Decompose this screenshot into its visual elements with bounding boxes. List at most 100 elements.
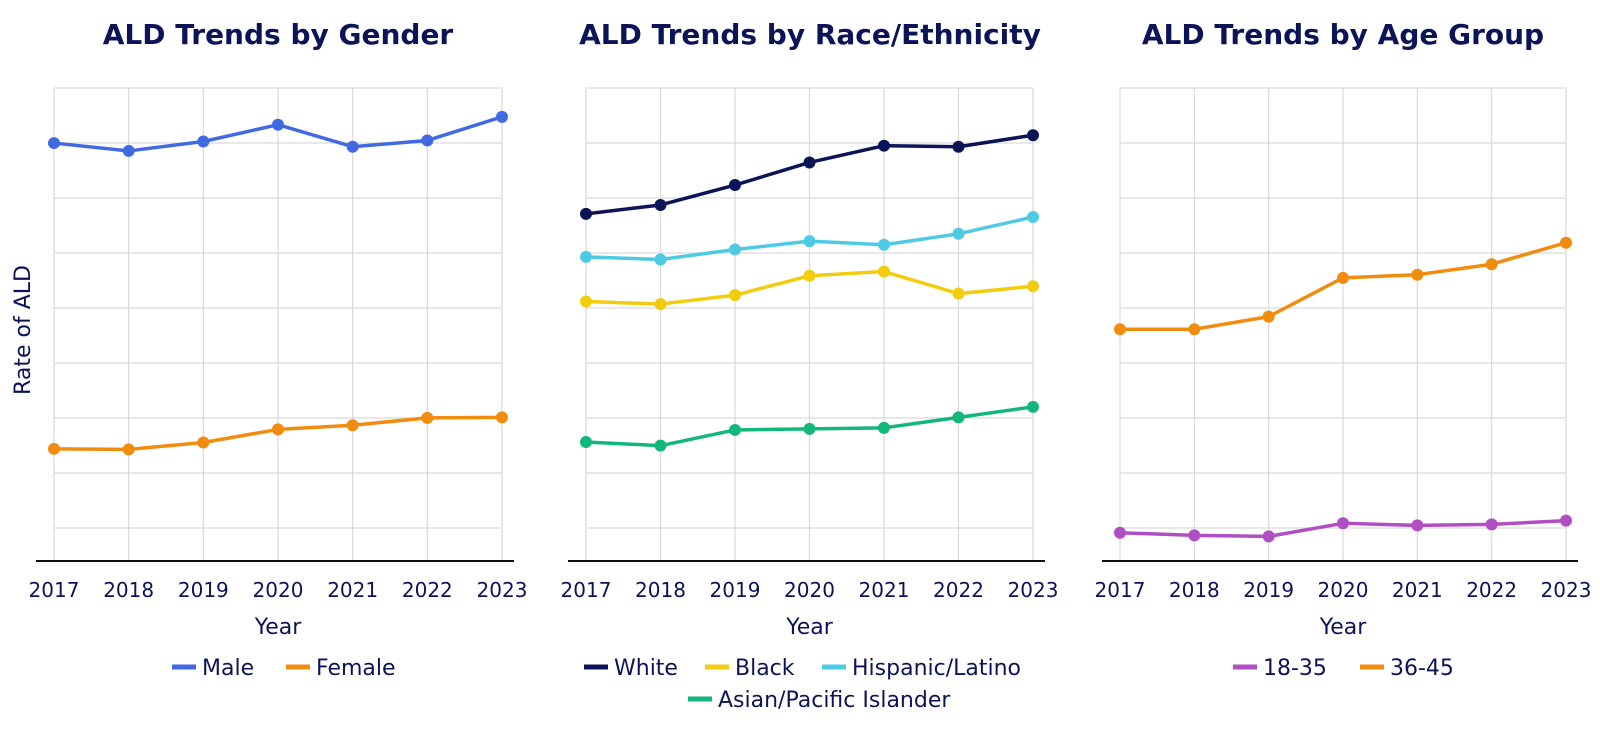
chart-title: ALD Trends by Race/Ethnicity <box>579 18 1041 51</box>
data-point-male-2021 <box>346 140 359 153</box>
x-tick-label: 2019 <box>1243 578 1294 602</box>
data-point-18-35-2022 <box>1485 518 1498 531</box>
x-axis-label: Year <box>1319 615 1368 640</box>
data-point-asian-pacific-islander-2020 <box>803 422 816 435</box>
data-point-male-2019 <box>197 135 210 148</box>
data-point-black-2021 <box>878 265 890 278</box>
data-point-hispanic-latino-2023 <box>1027 211 1039 224</box>
x-tick-label: 2017 <box>561 578 612 602</box>
legend-item-black: Black <box>705 656 795 681</box>
data-point-36-45-2020 <box>1337 271 1349 284</box>
data-point-hispanic-latino-2018 <box>654 253 667 266</box>
x-tick-label: 2022 <box>402 578 453 602</box>
x-tick-label: 2019 <box>710 578 761 602</box>
legend-item-female: Female <box>286 656 396 681</box>
data-point-36-45-2017 <box>1114 323 1126 336</box>
gridlines <box>585 87 1034 560</box>
legend-item-hispanic-latino: Hispanic/Latino <box>822 656 1021 681</box>
data-point-black-2019 <box>729 289 741 302</box>
data-point-black-2020 <box>803 269 816 282</box>
data-point-female-2019 <box>197 436 210 449</box>
data-point-hispanic-latino-2019 <box>729 243 741 256</box>
series-hispanic-latino <box>580 211 1039 266</box>
chart-title: ALD Trends by Gender <box>103 18 454 51</box>
legend: Male Female <box>172 656 396 681</box>
data-point-female-2017 <box>48 442 60 455</box>
legend-label: Male <box>202 656 254 681</box>
data-point-female-2018 <box>122 443 135 456</box>
data-point-36-45-2023 <box>1560 236 1572 249</box>
x-axis-label: Year <box>254 615 303 640</box>
data-point-36-45-2018 <box>1188 323 1201 336</box>
data-point-female-2022 <box>421 411 434 424</box>
data-point-black-2018 <box>654 298 667 311</box>
data-point-asian-pacific-islander-2023 <box>1027 400 1039 413</box>
legend-label: 36-45 <box>1390 656 1454 681</box>
x-tick-label: 2022 <box>933 578 984 602</box>
data-point-18-35-2018 <box>1188 529 1201 542</box>
x-tick-label: 2018 <box>635 578 686 602</box>
x-tick-label: 2021 <box>1392 578 1443 602</box>
data-point-hispanic-latino-2021 <box>878 238 890 251</box>
gridlines <box>1119 87 1567 560</box>
data-point-white-2020 <box>803 156 816 169</box>
legend-label: Black <box>735 656 795 681</box>
x-tick-label: 2023 <box>1008 578 1059 602</box>
legend: 18-35 36-45 <box>1233 656 1454 681</box>
data-point-asian-pacific-islander-2022 <box>952 411 965 424</box>
legend-item-18-35: 18-35 <box>1233 656 1327 681</box>
data-point-36-45-2019 <box>1262 310 1275 323</box>
data-point-white-2019 <box>729 179 741 192</box>
series-asian-pacific-islander <box>580 400 1039 452</box>
legend-item-36-45: 36-45 <box>1360 656 1454 681</box>
series-white <box>580 129 1039 220</box>
chart-panel-ald-trends-by-gender: ALD Trends by Gender 2017 2018 2019 2020 2021… <box>29 18 528 681</box>
x-tick-label: 2021 <box>859 578 910 602</box>
data-point-male-2023 <box>496 110 508 123</box>
x-tick-label: 2017 <box>29 578 80 602</box>
x-tick-label: 2020 <box>784 578 835 602</box>
data-point-black-2022 <box>952 287 965 300</box>
x-tick-label: 2021 <box>327 578 378 602</box>
data-point-female-2020 <box>272 423 284 436</box>
legend-label: White <box>614 656 678 681</box>
chart-title: ALD Trends by Age Group <box>1142 18 1544 51</box>
data-point-white-2023 <box>1027 129 1039 142</box>
chart-panels: ALD Trends by Gender 2017 2018 2019 2020 2021… <box>29 18 1592 713</box>
x-tick-label: 2023 <box>1541 578 1592 602</box>
legend-label: 18-35 <box>1263 656 1327 681</box>
legend: White Black Hispanic/Latino Asian/Pacific I… <box>584 656 1021 713</box>
series-female <box>48 411 508 456</box>
chart-panel-ald-trends-by-race-ethnicity: ALD Trends by Race/Ethnicity 2017 2018 2019… <box>561 18 1059 713</box>
data-point-male-2018 <box>122 144 135 157</box>
data-point-36-45-2021 <box>1411 268 1424 281</box>
shared-y-axis-label: Rate of ALD <box>11 265 36 395</box>
data-point-male-2017 <box>48 137 60 150</box>
legend-item-white: White <box>584 656 678 681</box>
data-point-18-35-2019 <box>1262 530 1275 543</box>
data-point-male-2020 <box>272 118 284 131</box>
data-point-hispanic-latino-2020 <box>803 235 816 248</box>
data-point-hispanic-latino-2022 <box>952 227 965 240</box>
gridlines <box>53 87 503 560</box>
legend-item-male: Male <box>172 656 254 681</box>
data-point-18-35-2023 <box>1560 514 1572 527</box>
data-point-18-35-2017 <box>1114 526 1126 539</box>
data-point-white-2017 <box>580 207 592 220</box>
data-point-asian-pacific-islander-2017 <box>580 436 592 448</box>
series-male <box>48 110 508 157</box>
data-point-male-2022 <box>421 134 434 147</box>
x-tick-label: 2022 <box>1466 578 1517 602</box>
data-point-asian-pacific-islander-2021 <box>878 421 890 434</box>
x-tick-label: 2023 <box>477 578 528 602</box>
chart-panel-ald-trends-by-age-group: ALD Trends by Age Group 2017 2018 2019 2020 2… <box>1095 18 1592 681</box>
legend-item-asian-pacific-islander: Asian/Pacific Islander <box>688 688 951 713</box>
x-tick-label: 2018 <box>1169 578 1220 602</box>
data-point-female-2021 <box>346 419 359 432</box>
legend-label: Hispanic/Latino <box>852 656 1021 681</box>
data-point-18-35-2020 <box>1337 517 1349 530</box>
x-tick-label: 2019 <box>178 578 229 602</box>
data-point-asian-pacific-islander-2019 <box>729 423 741 436</box>
